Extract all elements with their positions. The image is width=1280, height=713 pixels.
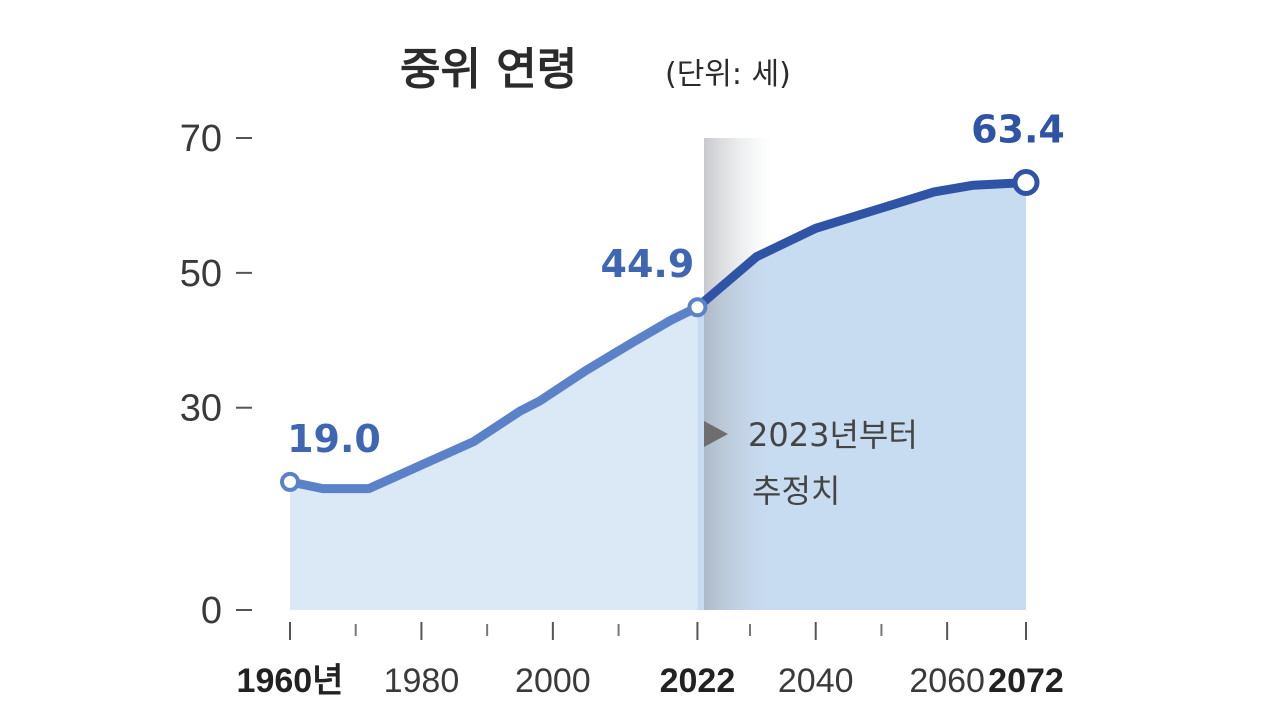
projection-annotation: 2023년부터 추정치: [704, 416, 918, 510]
data-value-label: 19.0: [287, 417, 381, 461]
data-point-marker: [687, 297, 708, 318]
area-fill-layer: [290, 182, 1026, 610]
annotation-arrow-icon: [704, 421, 728, 447]
y-tick-label: 70: [180, 118, 222, 160]
x-tick-label: 1980: [384, 662, 460, 700]
chart-title: 중위 연령 (단위: 세): [400, 44, 791, 95]
x-tick-label: 2072: [988, 662, 1064, 700]
data-point-marker: [1012, 169, 1040, 197]
x-tick-label: 2022: [660, 662, 736, 700]
data-label-layer: 19.0 44.9 63.4: [287, 108, 1065, 461]
series-line-actual: [285, 302, 702, 494]
x-tick-label: 1960년: [237, 662, 344, 700]
data-point-marker: [280, 471, 300, 492]
y-tick-label: 0: [201, 590, 222, 632]
projection-shade-band: [704, 138, 770, 610]
x-tick-label: 2040: [778, 662, 854, 700]
projection-shade-layer: [704, 138, 770, 610]
series-line-projected: [692, 178, 1031, 312]
area-fill-actual: [290, 307, 698, 610]
marker-layer: [280, 169, 1040, 492]
x-tick-label: 2060: [909, 662, 985, 700]
axes-layer: 70 50 30 0 1960년 1980 2000 2022 2040 2060 2072: [180, 118, 1064, 700]
area-fill-projected: [697, 182, 1026, 610]
annotation-line-2: 추정치: [752, 472, 840, 510]
chart-unit-label: (단위: 세): [665, 57, 791, 92]
data-value-label: 44.9: [601, 242, 695, 286]
annotation-line-1: 2023년부터: [748, 416, 918, 454]
x-tick-label: 2000: [515, 662, 591, 700]
series-line-layer: [285, 178, 1031, 494]
y-tick-label: 50: [180, 253, 222, 295]
y-tick-label: 30: [180, 388, 222, 430]
chart-title-text: 중위 연령: [400, 44, 577, 95]
data-value-label: 63.4: [971, 108, 1065, 152]
